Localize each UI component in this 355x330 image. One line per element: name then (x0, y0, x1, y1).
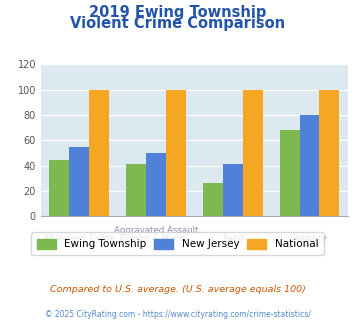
Bar (203, 183, 223, 216)
Text: 2019 Ewing Township: 2019 Ewing Township (89, 5, 266, 20)
Bar (320, 90, 339, 216)
Bar (49, 160, 69, 216)
Text: Rape: Rape (222, 234, 244, 243)
Bar (223, 164, 243, 216)
Bar (146, 153, 166, 216)
Bar (166, 90, 186, 216)
Bar (69, 147, 89, 216)
Bar (243, 90, 263, 216)
Legend: Ewing Township, New Jersey, National: Ewing Township, New Jersey, National (31, 232, 324, 255)
Bar (126, 164, 146, 216)
Bar (280, 130, 300, 216)
Text: Murder & Mans...: Murder & Mans... (119, 234, 193, 243)
Text: Compared to U.S. average. (U.S. average equals 100): Compared to U.S. average. (U.S. average … (50, 285, 305, 294)
Text: Aggravated Assault: Aggravated Assault (114, 226, 198, 235)
Text: Robbery: Robbery (291, 234, 327, 243)
Bar (89, 90, 109, 216)
Text: Violent Crime Comparison: Violent Crime Comparison (70, 16, 285, 31)
Text: © 2025 CityRating.com - https://www.cityrating.com/crime-statistics/: © 2025 CityRating.com - https://www.city… (45, 310, 310, 319)
Bar (300, 115, 320, 216)
Text: All Violent Crime: All Violent Crime (43, 234, 115, 243)
